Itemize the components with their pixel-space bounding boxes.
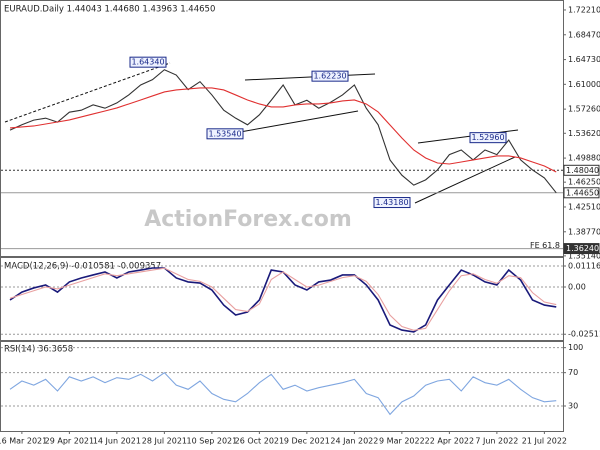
x-tick-label: 9 Mar 2022 xyxy=(379,437,425,446)
rsi-panel xyxy=(0,341,564,432)
series-line xyxy=(9,371,557,416)
watermark: ActionForex.com xyxy=(144,207,352,232)
x-tick-label: 26 Oct 2021 xyxy=(235,437,284,446)
y-tick-label: 1.53620 xyxy=(568,129,600,138)
trend-line xyxy=(414,156,516,204)
annotation-label: 1.52960 xyxy=(471,133,504,142)
trend-line xyxy=(4,62,171,123)
level-box xyxy=(563,187,600,199)
level-label: 1.36240 xyxy=(566,244,599,253)
x-tick-label: 28 Jul 2021 xyxy=(142,437,187,446)
y-tick-label: -0.025117 xyxy=(568,330,600,339)
series-line xyxy=(9,267,557,331)
y-tick-label: 30 xyxy=(568,402,578,411)
trend-lines xyxy=(4,62,519,204)
level-label: 1.48040 xyxy=(566,166,599,175)
annotation-box xyxy=(373,197,411,209)
annotation-label: 1.43180 xyxy=(375,198,408,207)
price-panel xyxy=(0,0,564,257)
level-box xyxy=(563,243,600,255)
x-tick-label: 16 Mar 2021 xyxy=(0,437,47,446)
x-tick-label: 21 Jul 2022 xyxy=(522,437,567,446)
x-tick-label: 29 Apr 2021 xyxy=(45,437,94,446)
y-tick-label: 1.49880 xyxy=(568,154,600,163)
y-tick-label: 70 xyxy=(568,368,578,377)
y-tick-label: 1.64730 xyxy=(568,55,600,64)
y-tick-label: 1.57260 xyxy=(568,105,600,114)
y-tick-label: 1.42510 xyxy=(568,202,600,211)
level-note: FE 61.8 xyxy=(530,241,560,250)
y-tick-label: 1.72210 xyxy=(568,5,600,14)
annotation-label: 1.62230 xyxy=(313,72,346,81)
annotation-box xyxy=(311,70,349,82)
y-tick-label: 1.61000 xyxy=(568,80,600,89)
level-box xyxy=(563,164,600,176)
x-tick-label: 9 Dec 2021 xyxy=(284,437,330,446)
y-tick-label: 1.35140 xyxy=(568,251,600,260)
y-tick-label: 100 xyxy=(568,343,583,352)
x-tick-label: 22 Apr 2022 xyxy=(425,437,474,446)
y-tick-label: 1.38770 xyxy=(568,227,600,236)
annotation-label: 1.64340 xyxy=(131,58,164,67)
macd-panel xyxy=(0,257,564,341)
annotation-box xyxy=(469,132,507,144)
x-tick-label: 14 Jun 2021 xyxy=(93,437,141,446)
y-tick-label: 1.68470 xyxy=(568,30,600,39)
x-tick-label: 24 Jan 2022 xyxy=(330,437,378,446)
x-tick-label: 10 Sep 2021 xyxy=(187,437,238,446)
level-label: 1.44650 xyxy=(566,188,599,197)
series-line xyxy=(9,87,557,173)
y-tick-label: 1.46250 xyxy=(568,178,600,187)
y-tick-label: 0.011166 xyxy=(568,262,600,271)
annotation-box xyxy=(206,128,244,140)
annotation-box xyxy=(129,56,167,68)
rsi-title: RSI(14) 36.3658 xyxy=(4,345,73,355)
x-tick-label: 7 Jun 2022 xyxy=(475,437,518,446)
y-tick-label: 0.00 xyxy=(568,283,586,292)
annotation-label: 1.53540 xyxy=(208,129,241,138)
price-title: EURAUD.Daily 1.44043 1.44680 1.43963 1.4… xyxy=(4,5,215,15)
trend-line xyxy=(239,110,359,133)
series-line xyxy=(9,69,557,194)
trend-line xyxy=(244,73,376,81)
